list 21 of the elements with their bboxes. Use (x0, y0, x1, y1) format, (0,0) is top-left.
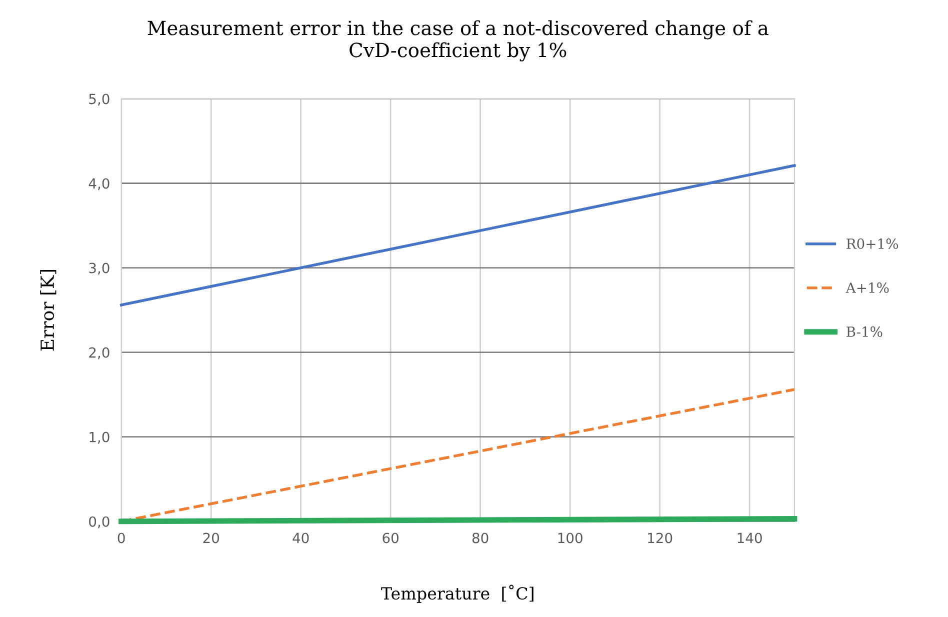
x-axis-title: Temperature [˚C] (381, 584, 534, 603)
x-tick-label: 120 (648, 532, 672, 544)
y-tick-label: 0,0 (89, 516, 110, 528)
legend-label: B-1% (846, 326, 882, 337)
y-tick-label: 4,0 (88, 178, 110, 190)
x-tick-label: 60 (382, 532, 398, 544)
x-tick-label: 80 (472, 532, 488, 544)
x-tick-label: 140 (738, 532, 762, 544)
chart-title: Measurement error in the case of a not-discovered change of a CvD-coefficient by 1% (148, 20, 768, 62)
x-tick-label: 20 (203, 532, 219, 544)
y-tick-label: 1,0 (90, 432, 110, 444)
y-axis-title: Error [K] (40, 270, 56, 351)
line-series (120, 164, 796, 306)
y-tick-label: 2,0 (89, 347, 110, 360)
x-tick-label: 40 (292, 532, 309, 544)
y-tick-label: 3,0 (89, 262, 110, 275)
x-tick-label: 0 (118, 532, 125, 544)
x-tick-label: 100 (558, 532, 582, 544)
legend-label: R0+1% (846, 238, 898, 249)
legend-label: A+1% (846, 282, 889, 293)
y-tick-label: 5,0 (89, 94, 110, 106)
